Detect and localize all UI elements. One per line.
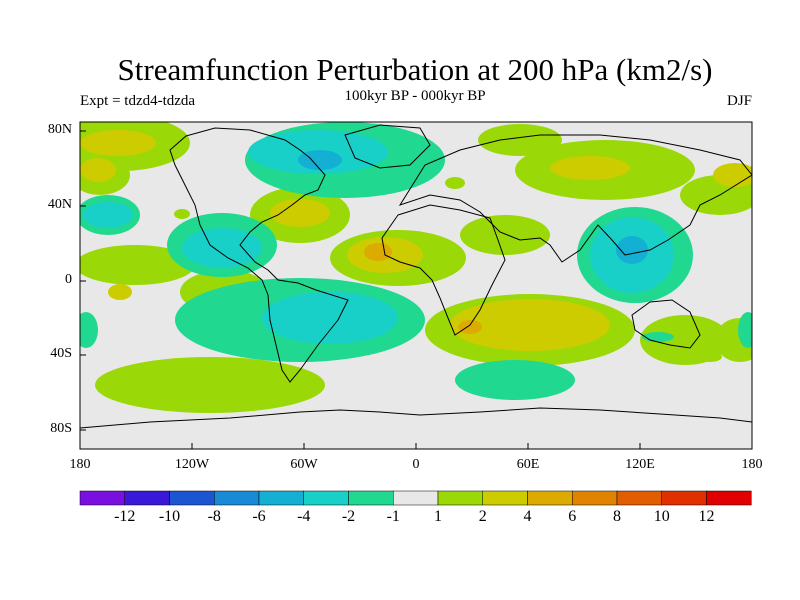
- contour-blob: [80, 158, 116, 182]
- colorbar-box: [214, 490, 260, 506]
- experiment-label: Expt = tdzd4-tdzda: [80, 93, 196, 109]
- contour-blob: [450, 299, 610, 351]
- colorbar: [79, 490, 752, 506]
- colorbar-label: 6: [568, 508, 577, 525]
- contour-blob: [270, 199, 330, 227]
- contour-blob: [698, 352, 722, 362]
- colorbar-label: -10: [158, 508, 181, 525]
- season-label: DJF: [726, 93, 752, 109]
- contour-blob: [713, 163, 752, 187]
- colorbar-label: -8: [207, 508, 221, 525]
- americas-coast: [169, 127, 349, 383]
- negative-4-6-contours: [298, 150, 648, 264]
- colorbar-label: -2: [341, 508, 356, 525]
- colorbar-box: [527, 490, 573, 506]
- colorbar-label: -4: [297, 508, 311, 525]
- colorbar-box: [79, 490, 125, 506]
- map-field: [80, 122, 752, 449]
- contour-blob: [108, 284, 132, 300]
- lon-label: 60W: [290, 457, 318, 472]
- colorbar-box: [169, 490, 215, 506]
- colorbar-label: 8: [613, 508, 621, 525]
- colorbar-box: [616, 490, 662, 506]
- antarctica-coast: [80, 407, 752, 429]
- lat-label: 80S: [50, 421, 72, 436]
- coastlines: [80, 124, 752, 429]
- colorbar-label: -6: [252, 508, 266, 525]
- lon-label: 0: [412, 457, 420, 472]
- eurasia-coast: [398, 134, 752, 263]
- colorbar-box: [258, 490, 304, 506]
- colorbar-label: 12: [698, 508, 715, 525]
- positive-4-6-contours: [364, 243, 482, 334]
- contour-blob: [550, 156, 630, 180]
- australia-coast: [631, 299, 701, 349]
- contour-blob: [478, 124, 562, 156]
- contour-blob: [455, 360, 575, 400]
- lat-label: 0: [65, 272, 72, 287]
- contour-blob: [95, 357, 325, 413]
- contour-blob: [364, 243, 392, 261]
- colorbar-box: [348, 490, 394, 506]
- lat-label: 40S: [50, 346, 72, 361]
- colorbar-box: [661, 490, 707, 506]
- contour-blob: [174, 209, 190, 219]
- lon-label: 60E: [516, 457, 540, 472]
- lon-label: 180: [741, 457, 763, 472]
- colorbar-label: 2: [478, 508, 487, 525]
- colorbar-box: [706, 490, 752, 506]
- lon-label: 120W: [174, 457, 210, 472]
- contour-blob: [262, 292, 398, 344]
- colorbar-label: -1: [386, 508, 400, 525]
- colorbar-box: [572, 490, 618, 506]
- lon-label: 120E: [625, 457, 655, 472]
- contour-blob: [80, 312, 98, 348]
- chart-subtitle: 100kyr BP - 000kyr BP: [344, 88, 486, 104]
- contour-blob: [738, 312, 752, 348]
- contour-blob: [642, 332, 674, 342]
- contour-blob: [460, 215, 550, 255]
- colorbar-box: [482, 490, 528, 506]
- contour-blob: [458, 320, 482, 334]
- contour-blob: [445, 177, 465, 189]
- lat-label: 40N: [47, 197, 72, 212]
- greenland-coast: [344, 124, 431, 169]
- colorbar-label: -12: [114, 508, 136, 525]
- colorbar-label: 1: [434, 508, 442, 525]
- lat-ticks: [80, 130, 86, 431]
- contour-blob: [182, 228, 262, 268]
- lon-label: 180: [69, 457, 91, 472]
- contour-blob: [80, 130, 156, 156]
- colorbar-box: [303, 490, 349, 506]
- contour-blob: [83, 202, 133, 228]
- contour-blob: [298, 150, 342, 170]
- contour-blob: [80, 245, 195, 285]
- colorbar-label: 4: [523, 508, 532, 525]
- colorbar-label: 10: [653, 508, 670, 525]
- colorbar-box: [124, 490, 170, 506]
- contour-blob: [616, 236, 648, 264]
- colorbar-box: [437, 490, 483, 506]
- lat-label: 80N: [47, 122, 72, 137]
- chart-title: Streamfunction Perturbation at 200 hPa (…: [117, 52, 713, 87]
- lon-ticks: [79, 443, 753, 449]
- colorbar-box: [393, 490, 439, 506]
